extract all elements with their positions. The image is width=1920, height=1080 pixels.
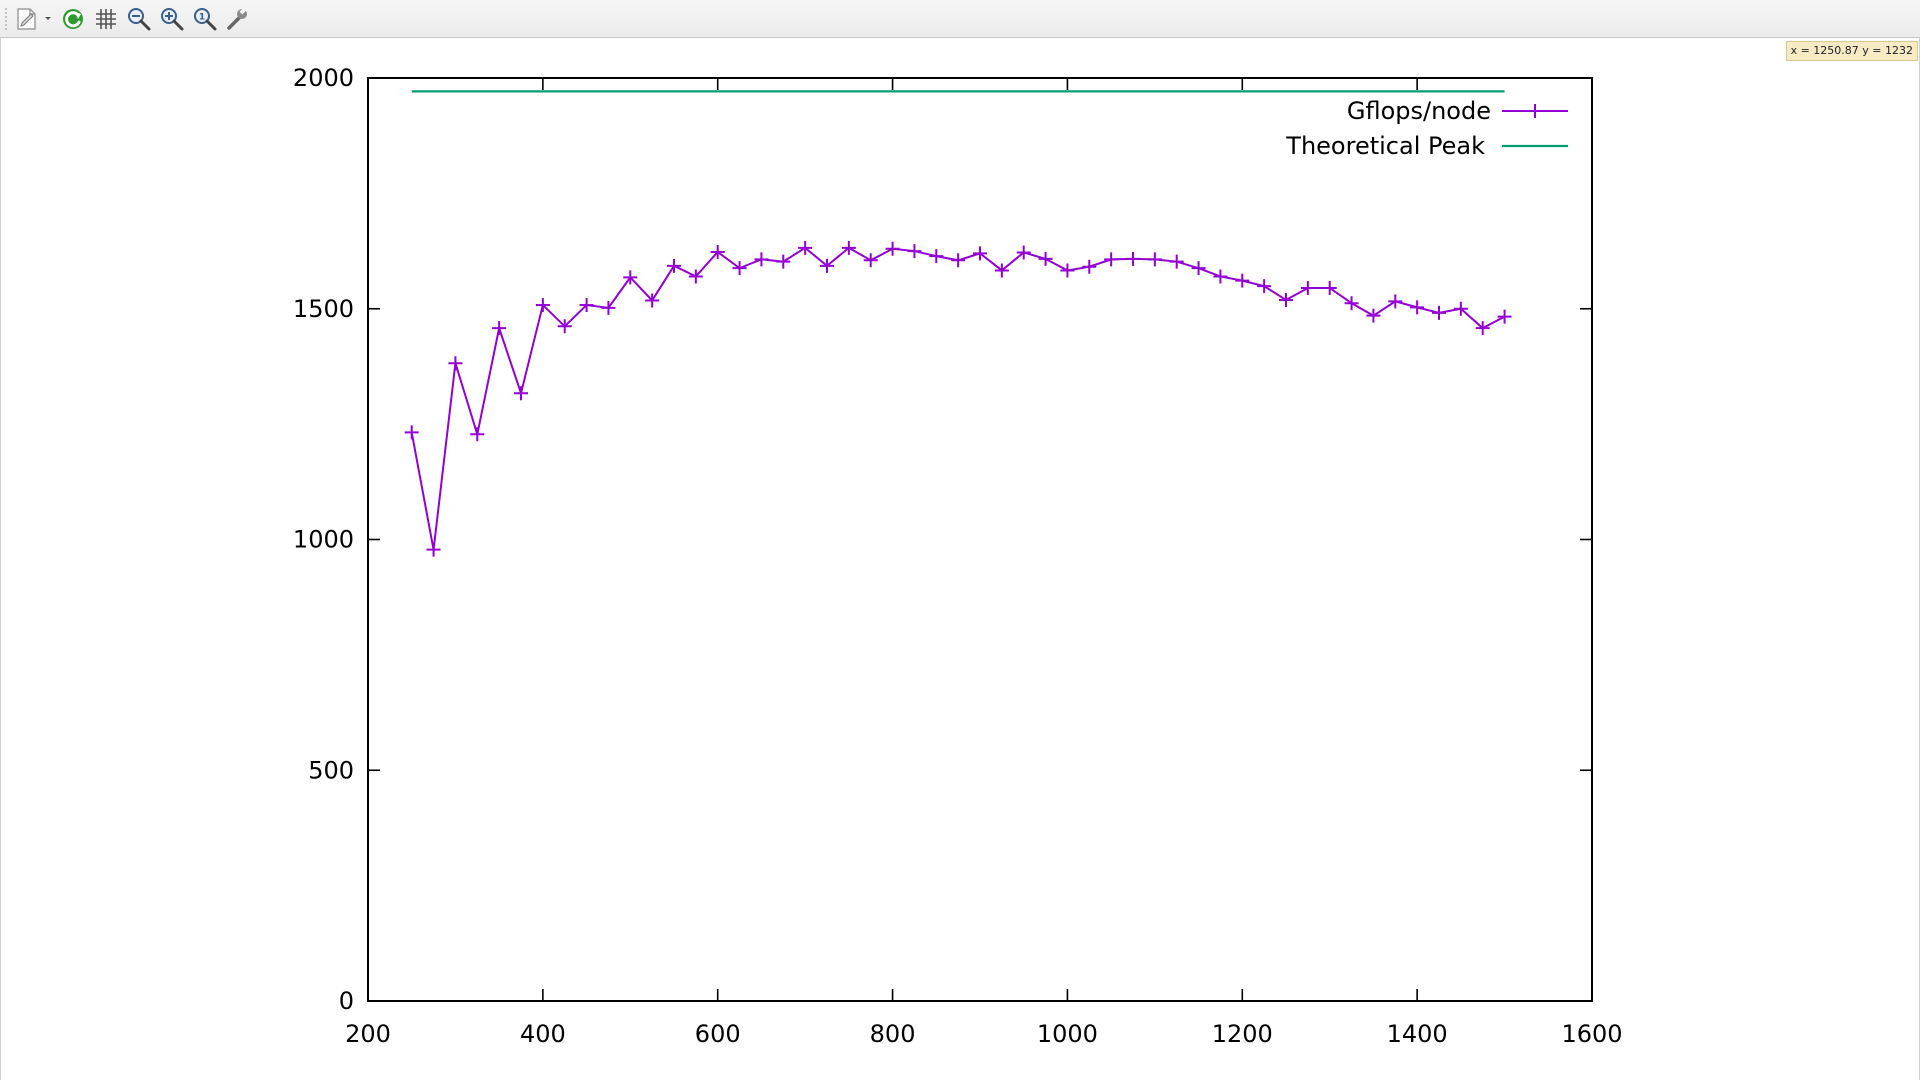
gflops-point	[1322, 280, 1337, 295]
gflops-point	[841, 240, 856, 255]
x-tick-label: 1000	[1037, 1020, 1098, 1048]
wrench-icon	[227, 7, 247, 30]
legend-label-peak: Theoretical Peak	[1285, 132, 1485, 160]
x-tick-label: 1600	[1561, 1020, 1622, 1048]
gflops-point	[820, 258, 834, 273]
export-menu-button[interactable]	[12, 5, 54, 33]
gflops-point	[688, 269, 703, 284]
grid-toggle-button[interactable]	[92, 5, 120, 33]
gflops-point	[863, 253, 878, 268]
replot-button[interactable]	[59, 5, 87, 33]
gflops-point	[1257, 279, 1272, 294]
gflops-point	[1453, 301, 1468, 316]
x-tick-label: 400	[520, 1020, 566, 1048]
gflops-point	[1016, 245, 1031, 260]
gflops-point	[667, 258, 681, 273]
gflops-point	[710, 244, 725, 259]
gflops-point	[1279, 292, 1293, 307]
gflops-point	[535, 298, 550, 313]
gflops-point	[929, 249, 944, 264]
gflops-point	[448, 356, 463, 371]
zoom-out-icon	[128, 8, 151, 31]
gflops-series-line	[410, 246, 1506, 550]
gflops-point	[1388, 294, 1403, 309]
zoom-next-button[interactable]	[158, 5, 186, 33]
mouse-coordinates-readout: x = 1250.87 y = 1232	[1785, 41, 1918, 61]
gflops-point	[1082, 259, 1097, 274]
zoom-previous-button[interactable]	[125, 5, 153, 33]
toolbar-grip[interactable]	[4, 7, 8, 31]
gflops-point	[776, 254, 791, 269]
legend-label-gflops: Gflops/node	[1347, 97, 1491, 125]
gflops-point	[1169, 254, 1184, 269]
x-tick-label: 200	[345, 1020, 391, 1048]
gflops-point	[1126, 251, 1140, 266]
gflops-point	[579, 298, 594, 313]
y-tick-label: 0	[339, 987, 354, 1015]
y-tick-label: 1000	[293, 526, 354, 554]
gflops-point	[798, 240, 813, 255]
y-tick-label: 2000	[293, 64, 354, 92]
y-tick-label: 500	[308, 756, 354, 784]
gflops-point	[732, 261, 747, 276]
grid-icon	[96, 9, 116, 29]
gflops-point	[1410, 300, 1425, 315]
x-tick-label: 800	[870, 1020, 916, 1048]
gflops-point	[492, 321, 507, 336]
gflops-point	[623, 270, 638, 285]
gflops-point	[1475, 321, 1490, 336]
gflops-point	[885, 241, 900, 256]
gflops-point	[1300, 280, 1315, 295]
gflops-point	[1191, 261, 1206, 276]
gflops-point	[557, 319, 572, 334]
gflops-point	[1497, 309, 1512, 324]
gflops-point	[514, 386, 528, 401]
gflops-point	[1038, 251, 1053, 266]
gflops-point	[1104, 252, 1119, 267]
toolbar: 1	[0, 0, 1920, 38]
gflops-point	[1213, 269, 1228, 284]
x-tick-label: 1400	[1387, 1020, 1448, 1048]
document-export-icon	[17, 8, 51, 30]
refresh-icon	[63, 9, 83, 29]
plot-canvas[interactable]	[0, 38, 1920, 1080]
plot-border	[367, 77, 1593, 1002]
gflops-point	[601, 300, 616, 315]
gflops-point	[426, 542, 441, 557]
settings-button[interactable]	[224, 5, 252, 33]
gflops-point	[1344, 296, 1359, 311]
gflops-point	[907, 244, 922, 259]
autoscale-button[interactable]: 1	[191, 5, 219, 33]
gflops-point	[754, 252, 769, 267]
gflops-point	[1235, 273, 1250, 288]
zoom-fit-icon: 1	[194, 8, 217, 31]
gflops-point	[645, 293, 660, 308]
gflops-point	[470, 427, 485, 442]
gflops-point	[951, 253, 966, 268]
gflops-point	[1432, 305, 1446, 320]
gflops-point	[973, 246, 987, 261]
gflops-chart[interactable]: 200 400 600 800 1000 1200 1400 1600 0 500 1000 1500…	[0, 38, 1920, 1080]
legend-marker-gflops	[1528, 104, 1542, 118]
gflops-point	[1060, 263, 1075, 278]
gflops-point	[994, 263, 1009, 278]
x-tick-label: 1200	[1212, 1020, 1273, 1048]
gflops-point	[1366, 308, 1381, 323]
gflops-point	[1147, 252, 1162, 267]
y-tick-label: 1500	[293, 295, 354, 323]
zoom-in-icon	[161, 8, 184, 31]
x-tick-label: 600	[695, 1020, 741, 1048]
svg-text:1: 1	[199, 13, 205, 23]
gflops-point	[404, 425, 419, 440]
